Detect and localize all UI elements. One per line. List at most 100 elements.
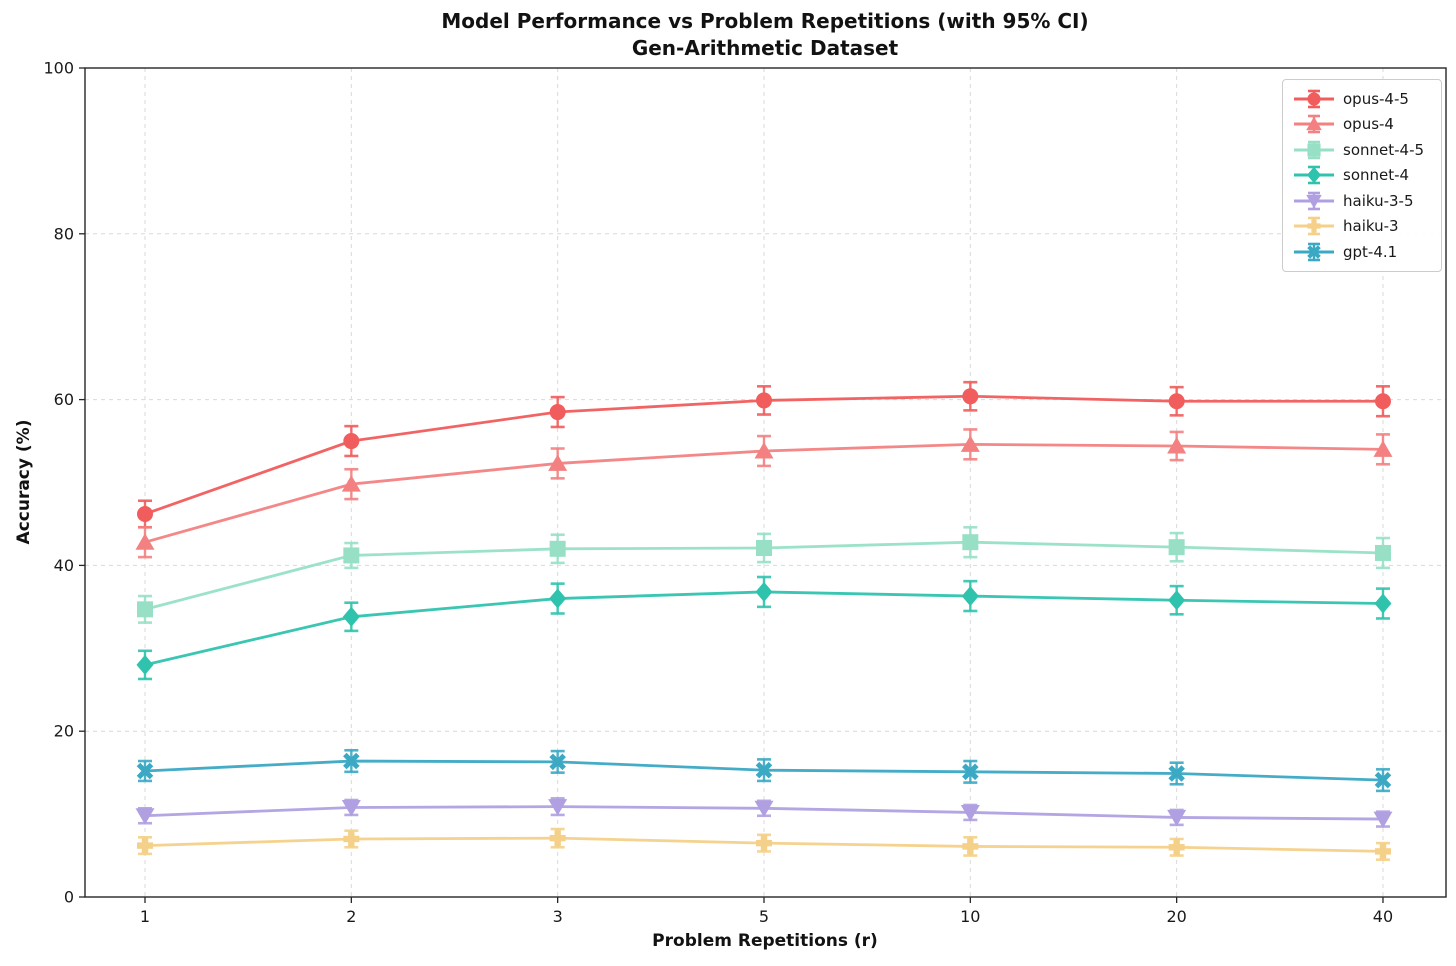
y-tick-label: 60: [54, 390, 74, 409]
marker-triangle-up: [135, 533, 155, 550]
marker-diamond: [1307, 167, 1321, 184]
legend-box: opus-4-5 opus-4 sonnet-4-5 sonnet-4 haiku-3-…: [1282, 79, 1442, 272]
x-tick-label: 40: [1373, 907, 1393, 926]
square-legend-icon: [1294, 140, 1334, 160]
circle-legend-icon: [1294, 89, 1334, 109]
marker-triangle-down: [1373, 811, 1393, 829]
chart-subtitle: Gen-Arithmetic Dataset: [631, 36, 899, 60]
marker-square: [1168, 539, 1185, 556]
marker-square: [137, 601, 153, 618]
legend-item: sonnet-4: [1291, 163, 1433, 189]
marker-diamond: [755, 581, 773, 602]
y-axis-label: Accuracy (%): [14, 419, 34, 545]
x-legend-icon: [1294, 242, 1334, 262]
chart-title: Model Performance vs Problem Repetitions…: [441, 9, 1089, 33]
legend-item: gpt-4.1: [1291, 239, 1433, 265]
legend-item: haiku-3: [1291, 214, 1433, 240]
series-sonnet-4-5: [137, 525, 1391, 624]
legend-item-label: gpt-4.1: [1343, 242, 1398, 261]
plus-legend-icon: [1294, 216, 1334, 236]
legend-item: opus-4-5: [1291, 86, 1433, 112]
marker-circle: [962, 388, 979, 405]
marker-x: [755, 761, 773, 779]
triangle-up-legend-icon: [1294, 114, 1334, 134]
marker-square: [343, 547, 360, 564]
series-haiku-3-5: [135, 797, 1393, 829]
marker-plus: [1168, 844, 1185, 851]
marker-x: [136, 762, 154, 780]
marker-square: [1374, 544, 1391, 561]
marker-square: [549, 540, 566, 557]
marker-triangle-up: [1167, 437, 1187, 454]
x-tick-label: 1: [140, 907, 150, 926]
y-tick-label: 20: [54, 722, 74, 741]
series-sonnet-4: [136, 575, 1392, 681]
marker-plus: [962, 843, 979, 850]
marker-circle: [1168, 393, 1185, 410]
y-tick-label: 0: [64, 888, 74, 907]
y-tick-label: 80: [54, 224, 74, 243]
marker-triangle-down: [548, 799, 568, 816]
marker-x: [962, 763, 979, 781]
marker-triangle-up: [341, 475, 361, 492]
y-tick-label: 100: [43, 59, 74, 78]
legend-item-label: haiku-3: [1343, 217, 1399, 236]
x-axis-label: Problem Repetitions (r): [652, 931, 878, 951]
marker-diamond: [961, 586, 979, 607]
marker-triangle-up: [960, 435, 980, 452]
legend-item: sonnet-4-5: [1291, 137, 1433, 163]
marker-diamond: [136, 654, 154, 675]
x-tick-label: 2: [346, 907, 356, 926]
marker-plus: [1374, 848, 1391, 855]
legend-item-label: sonnet-4-5: [1343, 140, 1425, 159]
series-opus-4-5: [137, 380, 1391, 529]
marker-triangle-up: [754, 441, 774, 459]
triangle-down-legend-icon: [1294, 191, 1334, 211]
legend-item-label: haiku-3-5: [1343, 191, 1414, 210]
legend-item-label: sonnet-4: [1343, 166, 1410, 185]
series-gpt-4.1: [136, 748, 1392, 793]
marker-triangle-down: [1167, 809, 1187, 827]
marker-circle: [755, 392, 772, 409]
diamond-legend-icon: [1294, 165, 1334, 185]
marker-diamond: [1374, 593, 1392, 614]
marker-square: [962, 534, 979, 551]
x-tick-label: 20: [1166, 907, 1186, 926]
marker-triangle-up: [1306, 116, 1322, 131]
marker-x: [1307, 244, 1321, 259]
y-tick-label: 40: [54, 556, 74, 575]
marker-triangle-down: [754, 800, 774, 818]
x-tick-label: 3: [553, 907, 563, 926]
marker-plus: [1307, 223, 1321, 229]
marker-triangle-down: [341, 799, 361, 817]
marker-circle: [1307, 92, 1321, 106]
marker-circle: [1374, 393, 1391, 410]
legend-item: opus-4: [1291, 112, 1433, 138]
marker-triangle-up: [1373, 440, 1393, 457]
marker-circle: [549, 404, 566, 421]
marker-triangle-down: [960, 804, 980, 822]
marker-plus: [343, 835, 360, 843]
marker-diamond: [342, 606, 360, 627]
marker-square: [1307, 143, 1321, 157]
marker-triangle-down: [1306, 194, 1322, 209]
marker-x: [1168, 765, 1185, 782]
x-tick-label: 5: [759, 907, 769, 926]
legend-item-label: opus-4: [1343, 115, 1394, 134]
marker-plus: [137, 842, 153, 849]
marker-circle: [343, 433, 360, 450]
x-tick-label: 10: [960, 907, 980, 926]
marker-diamond: [549, 588, 567, 609]
marker-plus: [755, 839, 772, 847]
series-haiku-3: [137, 827, 1391, 861]
series-opus-4: [135, 428, 1393, 559]
marker-diamond: [1168, 590, 1186, 611]
marker-triangle-up: [548, 454, 568, 471]
legend-item-label: opus-4-5: [1343, 89, 1409, 108]
marker-circle: [137, 506, 153, 523]
axes-frame: [84, 67, 1447, 898]
marker-x: [549, 753, 566, 771]
marker-square: [755, 539, 772, 556]
